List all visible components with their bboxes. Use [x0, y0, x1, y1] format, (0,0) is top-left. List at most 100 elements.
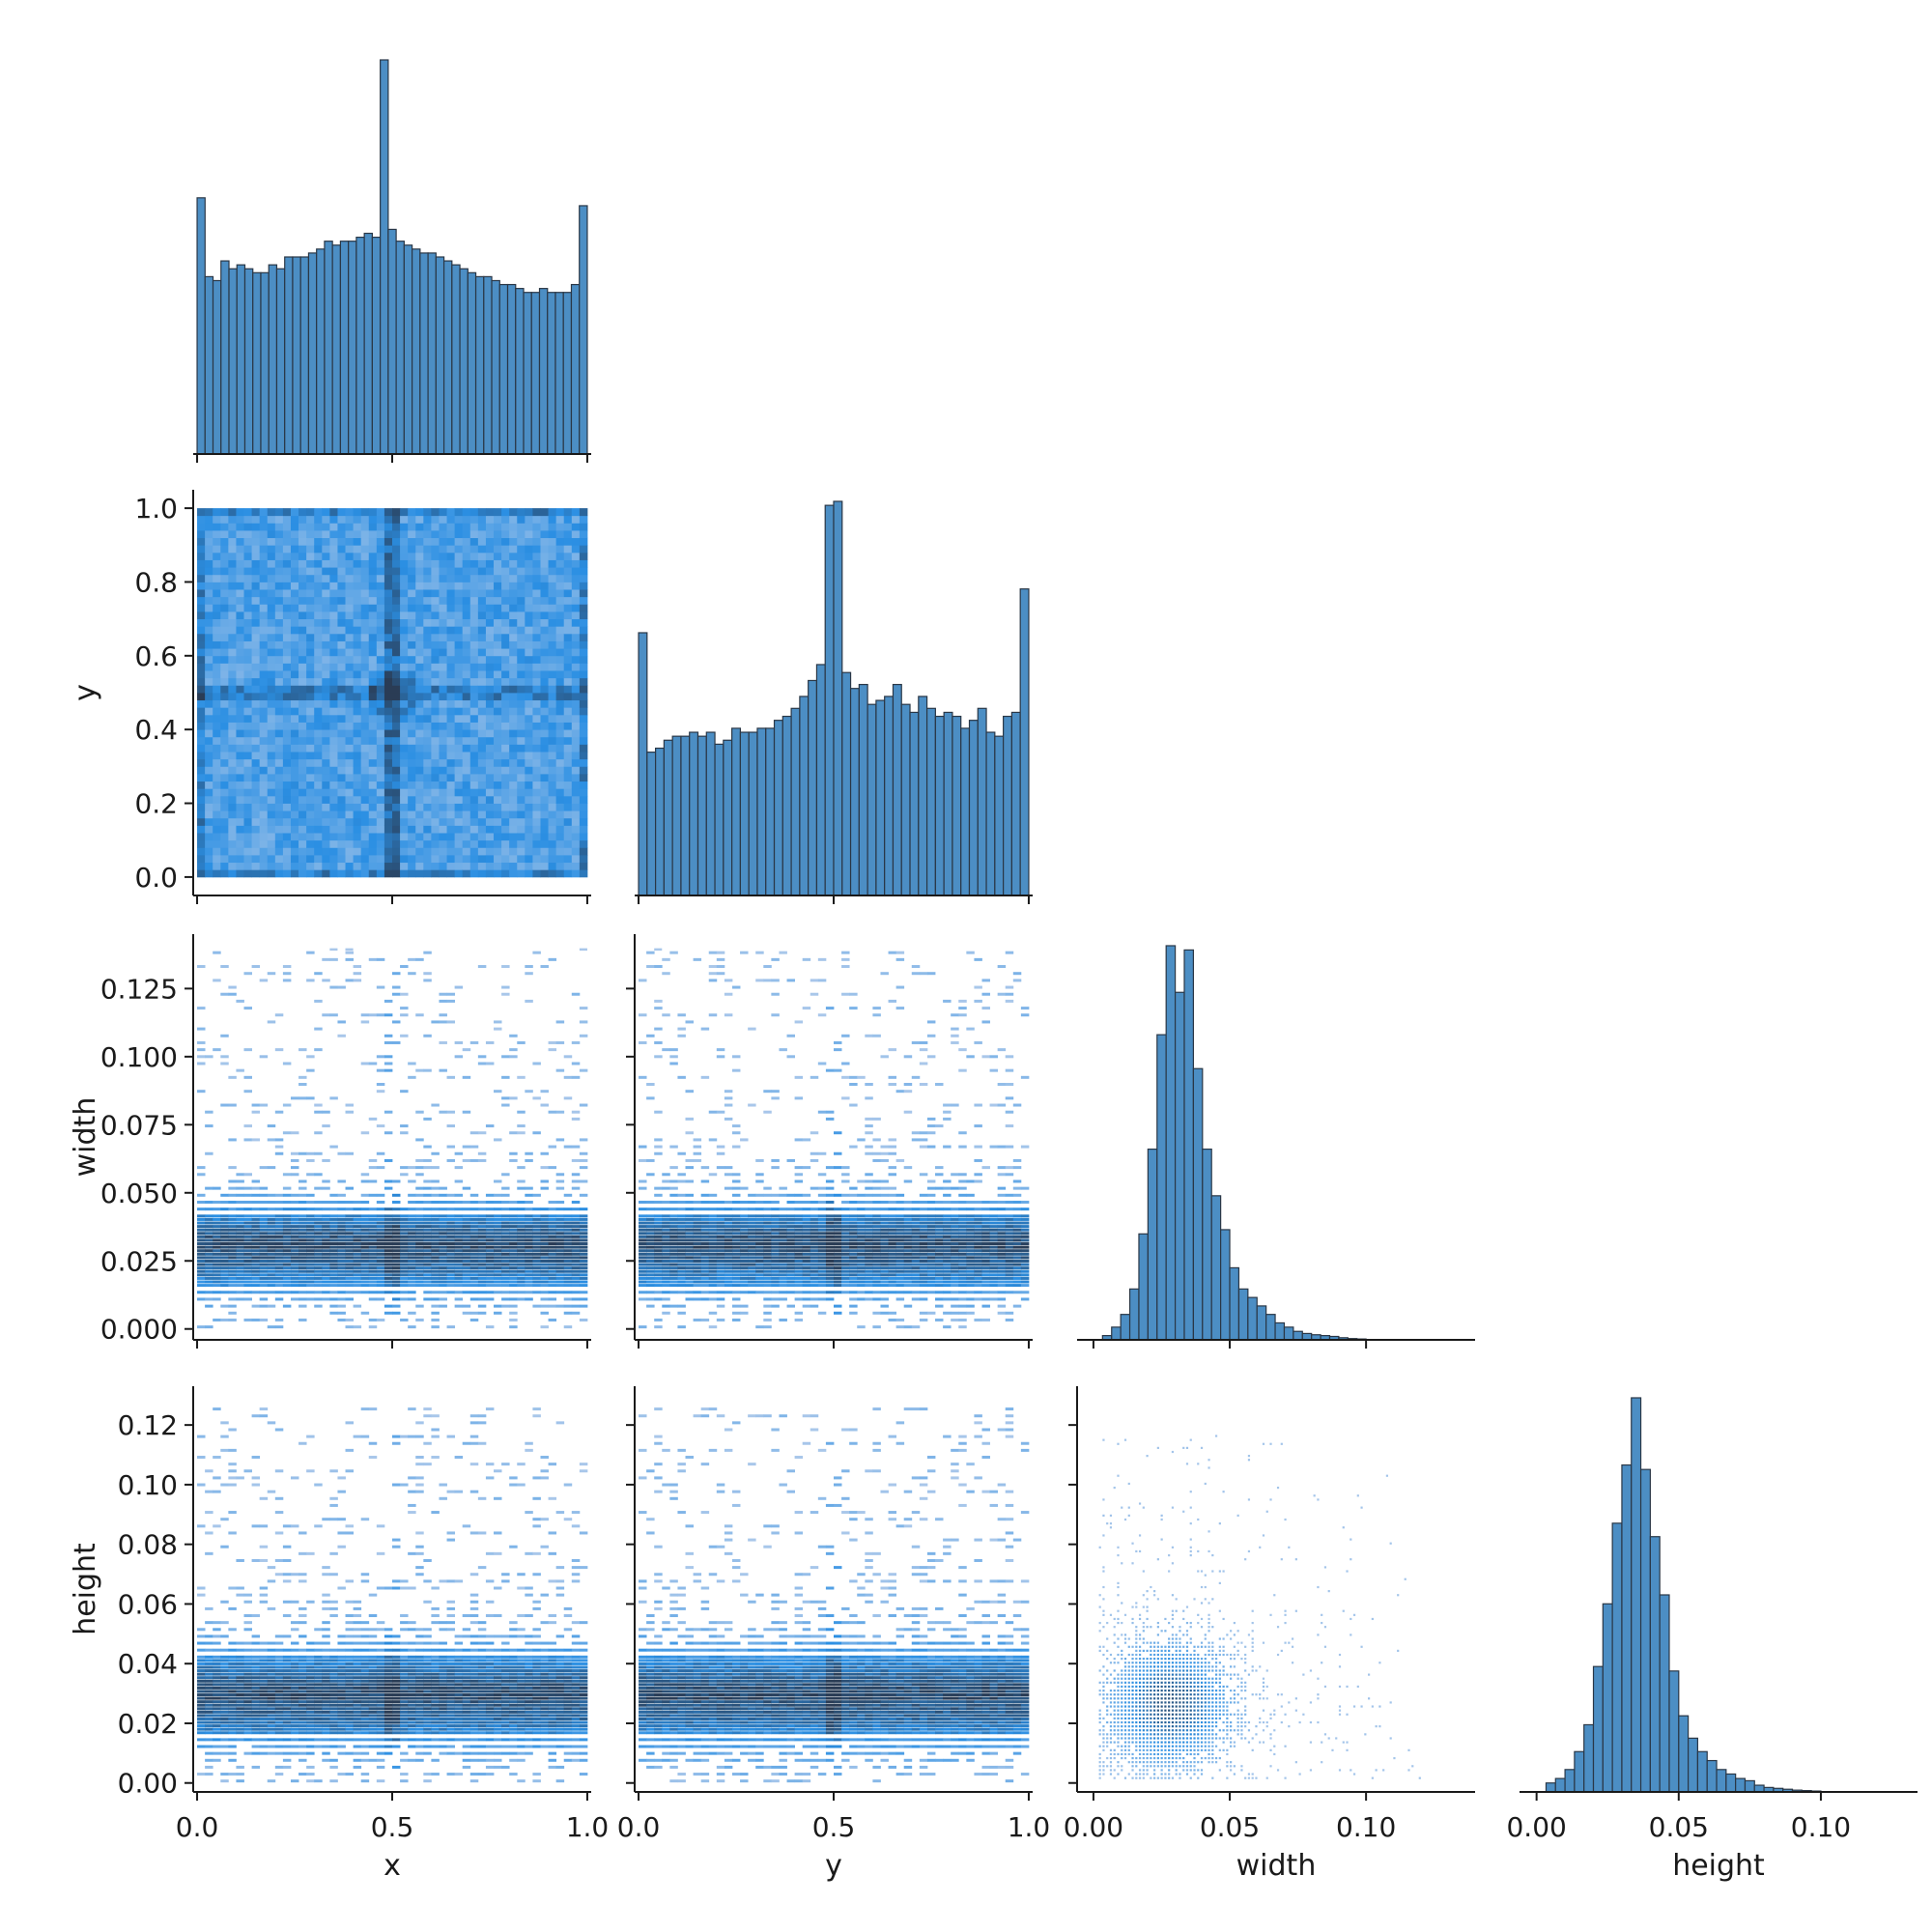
heat-cell: [462, 1225, 471, 1229]
heat-cell: [298, 1221, 307, 1225]
height-bar: [1659, 1594, 1670, 1793]
heat-cell: [220, 965, 229, 969]
heat-cell: [639, 1252, 647, 1256]
heat-cell: [548, 855, 557, 864]
heat-cell: [400, 640, 409, 649]
heat-cell: [345, 1280, 355, 1284]
heat-cell: [431, 1259, 440, 1263]
heat-cell: [548, 559, 557, 568]
heat-cell: [485, 817, 495, 826]
heat-cell: [540, 1263, 549, 1266]
heat-cell: [548, 677, 557, 686]
heat-cell: [314, 999, 323, 1003]
heat-cell: [228, 1242, 237, 1246]
heat-cell: [571, 707, 581, 716]
heat-cell: [220, 729, 229, 738]
heat-cell: [532, 833, 541, 841]
heat-cell: [865, 1284, 873, 1288]
heat-cell: [228, 1256, 237, 1260]
heat-cell: [392, 1040, 401, 1044]
heat-cell: [423, 1249, 432, 1253]
heat-cell: [825, 1256, 835, 1260]
heat-cell: [360, 1245, 370, 1249]
heat-cell: [439, 1214, 447, 1218]
heat-cell: [548, 1217, 557, 1221]
y-bar: [952, 715, 962, 896]
heat-cell: [392, 552, 401, 560]
heat-cell: [525, 1193, 533, 1197]
heat-cell: [810, 1284, 819, 1288]
heat-cell: [431, 788, 440, 797]
heat-cell: [817, 1252, 827, 1256]
heat-cell: [298, 1245, 307, 1249]
heat-cell: [345, 1242, 355, 1246]
heat-cell: [532, 685, 541, 694]
heat-cell: [205, 707, 213, 716]
heat-cell: [368, 774, 378, 782]
heat-cell: [282, 869, 292, 878]
heat-cell: [205, 1276, 213, 1280]
heat-cell: [485, 1193, 495, 1197]
heat-cell: [415, 1208, 424, 1211]
heat-cell: [431, 611, 440, 620]
heat-cell: [205, 847, 213, 856]
heat-cell: [329, 948, 338, 952]
heat-cell: [454, 1193, 464, 1197]
heat-cell: [825, 1276, 835, 1280]
heat-cell: [243, 523, 252, 531]
heat-cell: [579, 582, 588, 590]
heat-cell: [423, 1200, 432, 1204]
heat-cell: [525, 567, 533, 576]
heat-cell: [337, 788, 346, 797]
heat-cell: [314, 817, 323, 826]
heat-cell: [555, 810, 565, 819]
heat-cell: [646, 1297, 655, 1301]
heat-cell: [290, 1151, 299, 1155]
heat-cell: [282, 1242, 292, 1246]
heat-cell: [817, 1266, 827, 1270]
heat-cell: [345, 693, 355, 701]
heat-cell: [431, 810, 440, 819]
y-bar: [824, 504, 835, 896]
heat-cell: [477, 1208, 487, 1211]
heat-cell: [267, 1325, 276, 1329]
heat-cell: [290, 847, 299, 856]
heat-cell: [274, 537, 284, 546]
heat-cell: [509, 1266, 518, 1270]
heat-cell: [517, 1242, 526, 1246]
heat-cell: [251, 1228, 261, 1232]
heat-cell: [360, 1193, 370, 1197]
heat-cell: [392, 825, 401, 834]
heat-cell: [911, 1297, 921, 1301]
heat-cell: [872, 1256, 881, 1260]
heat-cell: [571, 1269, 581, 1273]
x-bar: [348, 241, 357, 455]
heat-cell: [345, 589, 355, 598]
heat-cell: [337, 1259, 346, 1263]
heat-cell: [509, 752, 518, 760]
heat-cell: [509, 1238, 518, 1242]
height-bar: [1564, 1769, 1576, 1793]
heat-cell: [360, 559, 370, 568]
heat-cell: [267, 515, 276, 524]
heat-cell: [290, 574, 299, 582]
heat-cell: [462, 1242, 471, 1246]
heat-cell: [415, 604, 424, 612]
heat-cell: [274, 545, 284, 554]
heat-cell: [477, 1217, 487, 1221]
heat-cell: [446, 626, 456, 635]
heat-cell: [431, 530, 440, 539]
heat-cell: [392, 722, 401, 730]
heat-cell: [563, 1193, 573, 1197]
heat-cell: [903, 1266, 913, 1270]
heat-cell: [517, 766, 526, 775]
heat-cell: [469, 640, 479, 649]
heat-cell: [485, 604, 495, 612]
heat-cell: [298, 1235, 307, 1238]
heat-cell: [384, 1280, 393, 1284]
heat-cell: [1020, 1269, 1030, 1273]
heat-cell: [337, 1151, 346, 1155]
y-bar: [731, 727, 742, 896]
heat-cell: [213, 677, 221, 686]
heat-cell: [423, 530, 432, 539]
